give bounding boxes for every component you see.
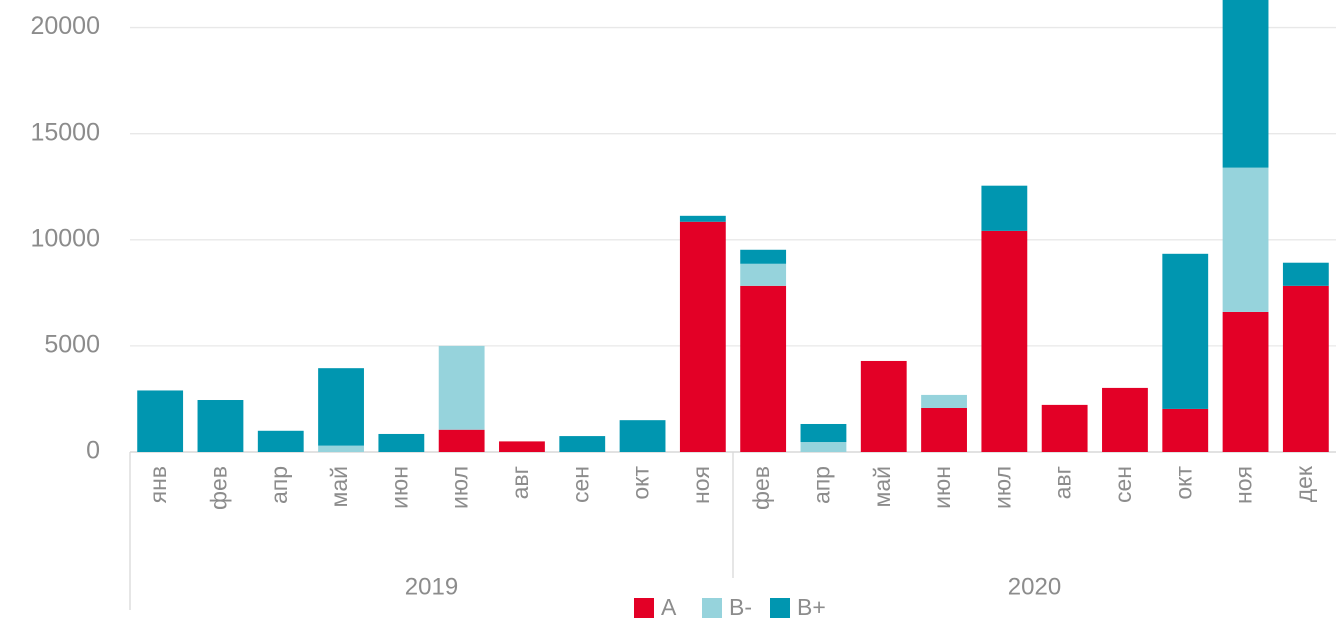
bar-segment [981, 185, 1028, 231]
bar-segment [679, 215, 726, 222]
bar-segment [1222, 0, 1269, 168]
legend-label: B- [729, 594, 752, 620]
y-tick-label: 15000 [30, 118, 100, 146]
x-tick-label: сен [567, 466, 593, 503]
bar-segment [1282, 285, 1329, 452]
bar-segment [438, 345, 485, 430]
bar-segment [800, 442, 847, 452]
x-tick-label: май [326, 466, 352, 507]
x-tick-label: ноя [1231, 466, 1257, 504]
bar-segment [318, 445, 364, 452]
bar-segment [921, 407, 967, 452]
bar-segment [679, 221, 726, 452]
bar-segment [619, 420, 666, 452]
bar-segment [860, 360, 907, 452]
y-tick-label: 0 [86, 437, 100, 465]
bar-segment [1222, 311, 1269, 452]
bar-segment [378, 433, 425, 452]
group-label: 2019 [405, 573, 458, 600]
legend-swatch [770, 598, 790, 618]
bar-segment [1282, 262, 1329, 286]
bar-segment [740, 263, 787, 286]
bar-segment [1162, 408, 1209, 452]
x-tick-label: окт [628, 466, 654, 500]
x-tick-label: июл [447, 466, 473, 509]
legend-swatch [702, 598, 722, 618]
x-tick-label: янв [145, 466, 171, 503]
y-tick-label: 10000 [30, 224, 100, 252]
bar-segment [981, 230, 1028, 452]
legend-label: B+ [797, 594, 826, 620]
legend-swatch [634, 598, 654, 618]
x-tick-label: июн [386, 466, 412, 509]
bar-segment [800, 423, 847, 443]
bar-segment [499, 441, 545, 452]
plot-area [137, 0, 1329, 452]
bar-segment [921, 394, 967, 408]
bar-segment [197, 400, 244, 452]
x-tick-label: апр [809, 466, 835, 504]
y-tick-label: 5000 [44, 331, 100, 359]
x-tick-label: сен [1110, 466, 1136, 503]
x-tick-label: апр [266, 466, 292, 504]
x-tick-label: ноя [688, 466, 714, 504]
x-tick-label: июн [929, 466, 955, 509]
y-tick-label: 20000 [30, 12, 100, 40]
bar-segment [318, 368, 364, 446]
bar-segment [137, 390, 184, 452]
x-tick-label: окт [1170, 466, 1196, 500]
bar-segment [1162, 253, 1209, 409]
bar-segment [1102, 387, 1148, 452]
bar-segment [1041, 404, 1088, 452]
bar-segment [740, 249, 787, 264]
x-tick-label: авг [1050, 466, 1076, 499]
x-tick-label: май [869, 466, 895, 507]
bar-segment [740, 285, 787, 452]
x-tick-label: фев [206, 466, 232, 510]
x-tick-label: авг [507, 466, 533, 499]
x-tick-label: фев [748, 466, 774, 510]
x-tick-label: июл [989, 466, 1015, 509]
x-tick-label: дек [1291, 465, 1317, 502]
bar-segment [1222, 167, 1269, 312]
bar-segment [559, 436, 606, 452]
group-label: 2020 [1008, 573, 1061, 600]
bar-segment [257, 430, 304, 452]
legend-label: A [661, 594, 677, 620]
bar-segment [438, 429, 485, 452]
